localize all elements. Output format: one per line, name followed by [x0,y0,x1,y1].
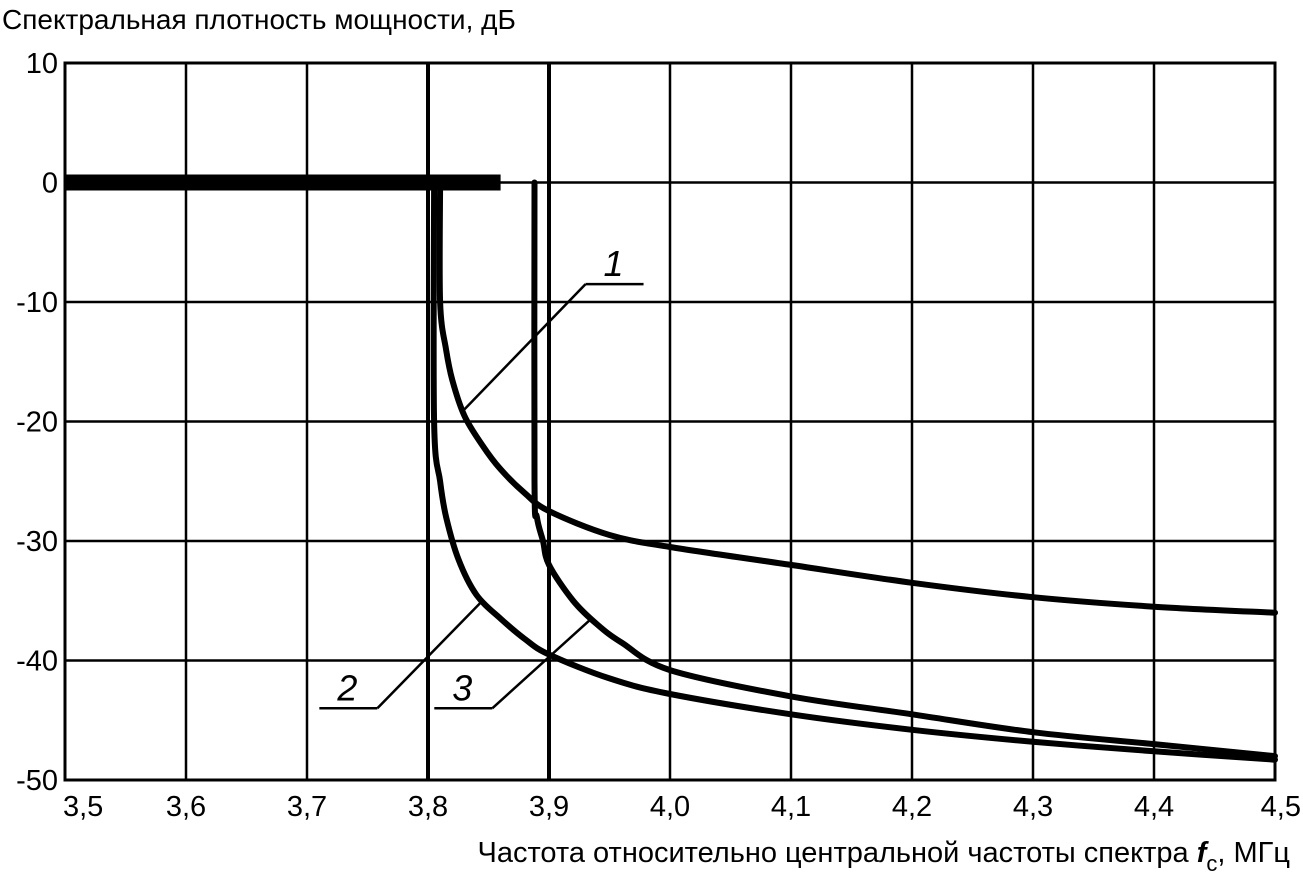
y-tick-label: -10 [16,287,58,319]
x-tick-label: 3,7 [287,791,327,823]
series-1-line [436,179,1278,616]
x-tick-label: 3,6 [166,791,206,823]
x-tick-label: 4,1 [771,791,811,823]
x-tick-label: 4,4 [1134,791,1174,823]
series-3-line [531,179,1278,760]
plot-frame [63,61,1277,782]
x-axis-title: Частота относительно центральной частоты… [478,837,1291,876]
callout-2-label: 2 [336,667,357,708]
callout-3-label: 3 [452,667,472,708]
x-tick-label: 4,2 [892,791,932,823]
x-axis-title-main: Частота относительно центральной частоты… [478,837,1197,869]
y-tick-label: -50 [16,765,58,797]
y-tick-label: -20 [16,407,58,439]
x-tick-label: 3,9 [529,791,569,823]
callout-2-leader [376,599,484,710]
y-tick-label: -40 [16,646,58,678]
x-axis-title-unit: , МГц [1217,837,1290,869]
y-tick-label: -30 [16,526,58,558]
callouts: 1 2 3 [319,243,644,710]
y-tick-label: 0 [42,168,58,200]
chart-title: Спектральная плотность мощности, дБ [2,4,516,35]
x-axis-title-subscript: c [1206,851,1217,876]
series [65,174,1278,763]
tick-labels: 3,5 3,6 3,7 3,8 3,9 4,0 4,1 4,2 4,3 4,4 4,5 10 0 -10 -… [16,48,1301,823]
callout-3-leader [491,617,593,710]
x-tick-label: 3,5 [63,791,103,823]
callout-1-label: 1 [604,243,624,284]
y-tick-label: 10 [26,48,58,80]
x-tick-label: 4,0 [650,791,690,823]
x-tick-label: 3,8 [408,791,448,823]
series-2-line [430,179,1278,763]
callout-1-leader [463,283,587,411]
x-tick-label: 4,5 [1261,791,1301,823]
x-tick-label: 4,3 [1013,791,1053,823]
